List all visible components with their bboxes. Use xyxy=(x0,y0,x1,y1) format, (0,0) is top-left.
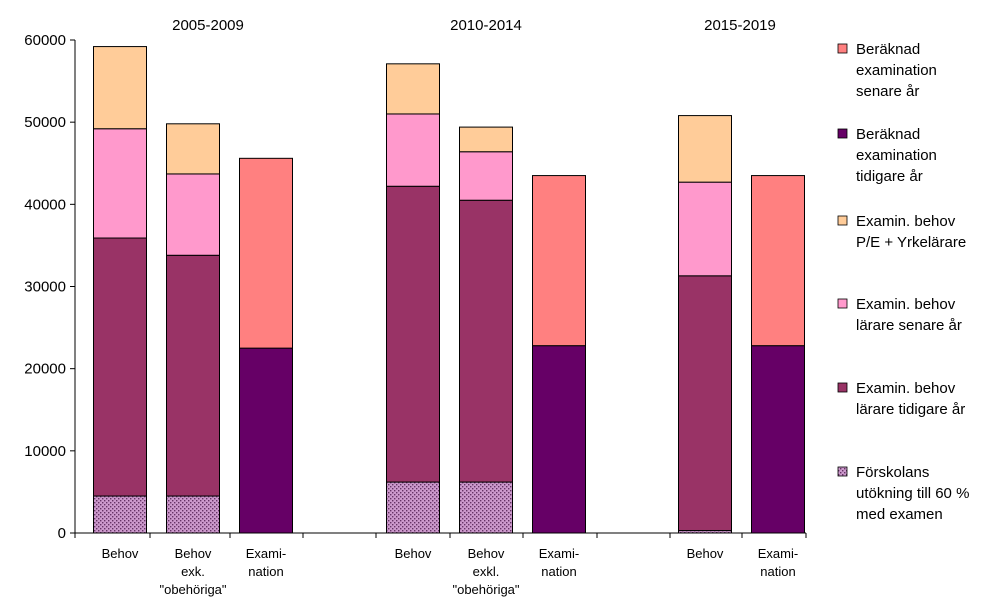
legend-swatch-tidigare xyxy=(837,382,848,393)
legend-label: med examen xyxy=(856,506,943,523)
x-category-label: Behov xyxy=(687,546,724,561)
bar-segment-pe xyxy=(386,63,440,115)
x-category-label: Behov xyxy=(395,546,432,561)
legend-label: Examin. behov xyxy=(856,380,956,397)
x-category-label: nation xyxy=(541,564,576,579)
y-tick-label: 60000 xyxy=(24,32,66,49)
x-category-label: Exami- xyxy=(246,546,286,561)
bar-segment-tidigare xyxy=(386,185,440,483)
legend-label: examination xyxy=(856,62,937,79)
legend-swatch-ber_senare xyxy=(837,43,848,54)
x-category-label: Behov xyxy=(102,546,139,561)
bar-segment-pe xyxy=(678,115,732,183)
legend-label: senare år xyxy=(856,83,919,100)
legend-label: Beräknad xyxy=(856,41,920,58)
bar-segment-forskolan xyxy=(166,495,220,534)
legend-label: Förskolans xyxy=(856,464,929,481)
legend-label: tidigare år xyxy=(856,168,923,185)
bar-segment-forskolan xyxy=(386,481,440,534)
bar-segment-tidigare xyxy=(459,199,513,483)
legend-label: lärare tidigare år xyxy=(856,401,965,418)
bar-segment-senare xyxy=(459,151,513,201)
bar-segment-senare xyxy=(386,113,440,187)
bar-segment-pe xyxy=(166,123,220,175)
x-category-label: nation xyxy=(248,564,283,579)
legend-label: Examin. behov xyxy=(856,296,956,313)
y-tick-label: 30000 xyxy=(24,279,66,296)
legend-swatch-senare xyxy=(837,298,848,309)
x-category-label: "obehöriga" xyxy=(159,582,226,597)
y-tick-label: 40000 xyxy=(24,196,66,213)
x-category-label: exkl. xyxy=(473,564,500,579)
y-tick-label: 10000 xyxy=(24,443,66,460)
x-category-label: Behov xyxy=(468,546,505,561)
legend-swatch-ber_tidigare xyxy=(837,128,848,139)
bar-segment-pe xyxy=(93,46,147,130)
bar-segment-pe xyxy=(459,126,513,153)
group-label: 2010-2014 xyxy=(450,17,522,34)
group-label: 2005-2009 xyxy=(172,17,244,34)
bar-segment-senare xyxy=(93,128,147,239)
legend-swatch-pe xyxy=(837,215,848,226)
bar-segment-senare xyxy=(678,181,732,277)
x-category-label: nation xyxy=(760,564,795,579)
bar-segment-ber_tidigare xyxy=(751,345,805,534)
bar-segment-tidigare xyxy=(166,254,220,497)
y-tick-label: 20000 xyxy=(24,361,66,378)
bar-segment-forskolan xyxy=(459,481,513,534)
x-category-label: Exami- xyxy=(539,546,579,561)
x-category-label: Exami- xyxy=(758,546,798,561)
x-category-label: exk. xyxy=(181,564,205,579)
bar-segment-forskolan xyxy=(93,495,147,534)
group-label: 2015-2019 xyxy=(704,17,776,34)
legend-label: P/E + Yrkelärare xyxy=(856,234,966,251)
legend-label: lärare senare år xyxy=(856,317,962,334)
x-category-label: "obehöriga" xyxy=(452,582,519,597)
legend-label: examination xyxy=(856,147,937,164)
x-category-label: Behov xyxy=(175,546,212,561)
y-tick-label: 50000 xyxy=(24,114,66,131)
bar-segment-ber_senare xyxy=(751,175,805,347)
bar-segment-tidigare xyxy=(93,237,147,497)
bar-segment-senare xyxy=(166,173,220,256)
legend-swatch-forskolan xyxy=(837,466,848,477)
legend-label: Beräknad xyxy=(856,126,920,143)
bar-segment-tidigare xyxy=(678,275,732,532)
legend-label: utökning till 60 % xyxy=(856,485,969,502)
bar-segment-ber_senare xyxy=(532,175,586,347)
bar-segment-ber_senare xyxy=(239,157,293,349)
y-tick-label: 0 xyxy=(58,525,66,542)
bar-segment-ber_tidigare xyxy=(532,345,586,534)
bar-segment-ber_tidigare xyxy=(239,347,293,534)
legend-label: Examin. behov xyxy=(856,213,956,230)
